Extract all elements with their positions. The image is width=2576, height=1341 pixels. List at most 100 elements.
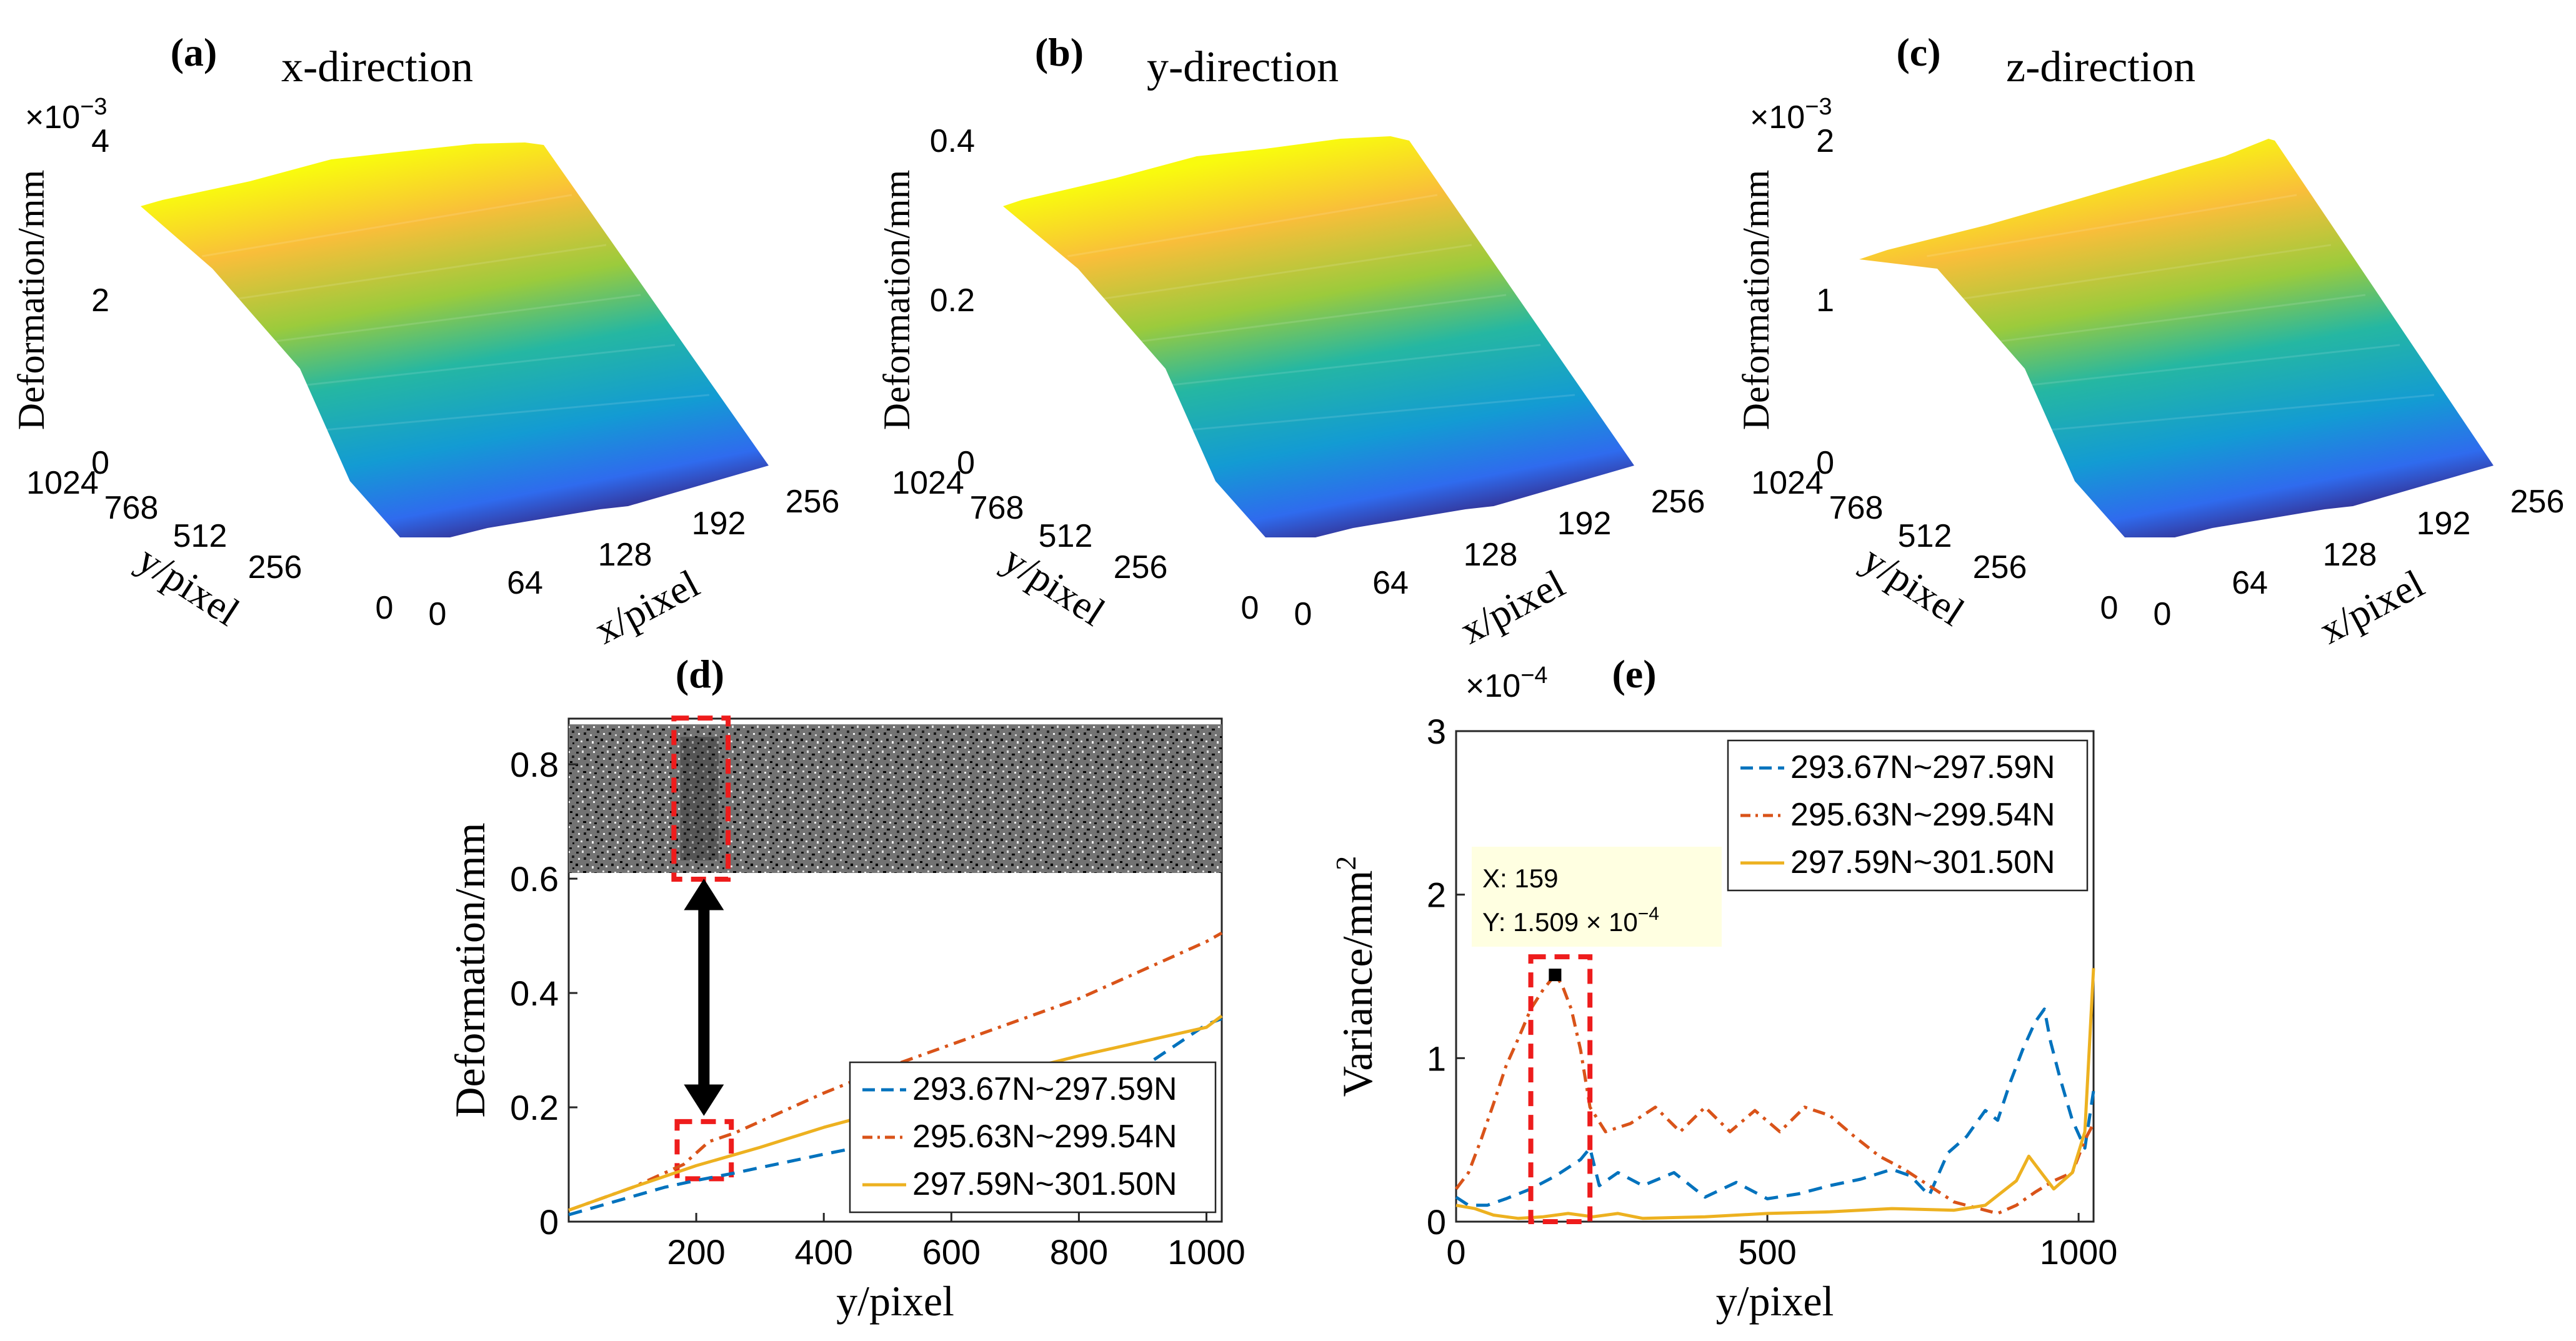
surface-panel-1: (a) x-direction ×10−3 0 2 4 Deformation/mm 1024… <box>11 30 839 652</box>
surface-ridge <box>1121 294 1507 345</box>
x-tick-label: 0 <box>2154 596 2172 632</box>
z-tick-label: 0.4 <box>930 123 975 159</box>
panel-d-tag: (d) <box>676 652 724 696</box>
x-tick-label: 192 <box>692 506 746 542</box>
y-tick-label: 512 <box>1039 518 1093 554</box>
x-tick-label: 0 <box>1446 1232 1465 1272</box>
y-tick-label: 0 <box>376 590 394 626</box>
highlight-box-peak <box>1528 954 1593 1224</box>
surface-ridge <box>256 294 641 345</box>
x-tick-label: 500 <box>1738 1232 1796 1272</box>
surface-panels: (a) x-direction ×10−3 0 2 4 Deformation/mm 1024… <box>11 30 2564 652</box>
y-tick-label: 3 <box>1427 712 1446 751</box>
surface-ridge <box>2035 394 2435 432</box>
panel-tag: (c) <box>1896 30 1940 74</box>
z-axis-label: Deformation/mm <box>876 170 917 431</box>
surface-ridge <box>2008 344 2400 389</box>
surface-panel-2: (b) y-direction 0 0.2 0.4 Deformation/mm 10247… <box>876 30 1705 652</box>
x-tick-label: 200 <box>667 1232 725 1272</box>
x-axis-label: x/pixel <box>1453 561 1572 652</box>
highlight-box-curve <box>674 1119 734 1182</box>
panel-scale: ×10−3 <box>1750 94 1832 136</box>
y-tick-label: 1024 <box>892 465 964 501</box>
legend-entry: 293.67N~297.59N <box>912 1071 1177 1107</box>
surface-ridge <box>229 244 607 301</box>
legend-box <box>849 1061 1217 1214</box>
surface-ridge <box>1980 294 2366 345</box>
datatip-x: X: 159 <box>1482 864 1558 893</box>
datatip-y: Y: 1.509 × 10−4 <box>1482 904 1659 937</box>
y-tick-label: 0 <box>539 1202 559 1242</box>
y-tick-label: 512 <box>1898 518 1952 554</box>
surface-ridge <box>1094 244 1472 301</box>
z-tick-label: 0 <box>91 445 109 481</box>
x-tick-label: 400 <box>794 1232 852 1272</box>
x-tick-label: 64 <box>2232 565 2268 601</box>
y-axis-label: Variance/mm2 <box>1330 856 1381 1097</box>
panel-title: x-direction <box>281 43 473 91</box>
y-tick-label: 512 <box>173 518 227 554</box>
legend-entry: 295.63N~299.54N <box>1790 797 2055 833</box>
x-tick-label: 0 <box>429 596 447 632</box>
x-axis-label: y/pixel <box>1716 1277 1834 1325</box>
z-axis-label: Deformation/mm <box>11 170 52 431</box>
y-tick-label: 0 <box>1241 590 1259 626</box>
z-tick-label: 0.2 <box>930 282 975 319</box>
surface-ridge <box>202 194 572 257</box>
panel-tag: (b) <box>1035 30 1084 74</box>
z-tick-label: 1 <box>1816 282 1834 319</box>
legend-entry: 295.63N~299.54N <box>912 1119 1177 1155</box>
x-axis-label: y/pixel <box>836 1277 954 1325</box>
deformation-surface <box>1003 136 1634 537</box>
legend-entry: 297.59N~301.50N <box>1790 844 2055 880</box>
y-tick-label: 768 <box>970 490 1024 526</box>
y-tick-label: 0.6 <box>510 859 559 899</box>
x-tick-label: 256 <box>1651 484 1705 520</box>
x-axis-label: x/pixel <box>587 561 706 652</box>
double-arrow-head-up <box>684 879 724 910</box>
legend-entry: 293.67N~297.59N <box>1790 749 2055 785</box>
x-tick-label: 64 <box>507 565 543 601</box>
speckle-image <box>569 724 1222 873</box>
x-tick-label: 192 <box>1557 506 1612 542</box>
defect-region <box>680 737 719 860</box>
panel-title: z-direction <box>2006 43 2195 91</box>
y-tick-label: 256 <box>1114 549 1168 586</box>
y-tick-label: 768 <box>1829 490 1884 526</box>
double-arrow-head-down <box>684 1084 724 1116</box>
surface-ridge <box>1149 344 1541 389</box>
panel-e: (e) ×10−4 X: 159 Y: 1.509 × 10−4 0 500 1000 0… <box>1330 652 2117 1325</box>
panel-scale: ×10−3 <box>25 94 107 136</box>
surface-ridge <box>1927 194 2297 257</box>
y-tick-label: 0.2 <box>510 1088 559 1127</box>
surface-ridge <box>283 344 676 389</box>
speckle-image-shade <box>569 724 1222 873</box>
x-tick-label: 128 <box>2323 537 2377 573</box>
legend-box <box>1727 739 2089 892</box>
panel-e-tag: (e) <box>1612 652 1656 696</box>
y-tick-label: 0 <box>2100 590 2119 626</box>
surface-ridge <box>1954 244 2332 301</box>
x-tick-label: 1000 <box>1167 1232 1246 1272</box>
datatip-box <box>1472 847 1722 947</box>
deformation-surface <box>141 142 769 537</box>
legend-entry: 297.59N~301.50N <box>912 1166 1177 1202</box>
y-tick-label: 1024 <box>1751 465 1824 501</box>
deformation-surface <box>1859 139 2494 537</box>
surface-ridge <box>1176 394 1575 432</box>
z-tick-label: 0 <box>1816 445 1834 481</box>
y-tick-label: 1 <box>1427 1039 1446 1078</box>
z-tick-label: 2 <box>1816 123 1834 159</box>
y-tick-label: 0.8 <box>510 745 559 784</box>
surface-ridge <box>1067 194 1438 257</box>
z-tick-label: 2 <box>91 282 109 319</box>
z-tick-label: 4 <box>91 123 109 159</box>
x-tick-label: 192 <box>2417 506 2471 542</box>
z-tick-label: 0 <box>957 445 975 481</box>
series-line-2 <box>1455 973 2095 1215</box>
x-tick-label: 800 <box>1050 1232 1108 1272</box>
y-tick-label: 1024 <box>26 465 99 501</box>
panel-tag: (a) <box>171 30 217 74</box>
y-axis-label: Deformation/mm <box>446 822 494 1117</box>
